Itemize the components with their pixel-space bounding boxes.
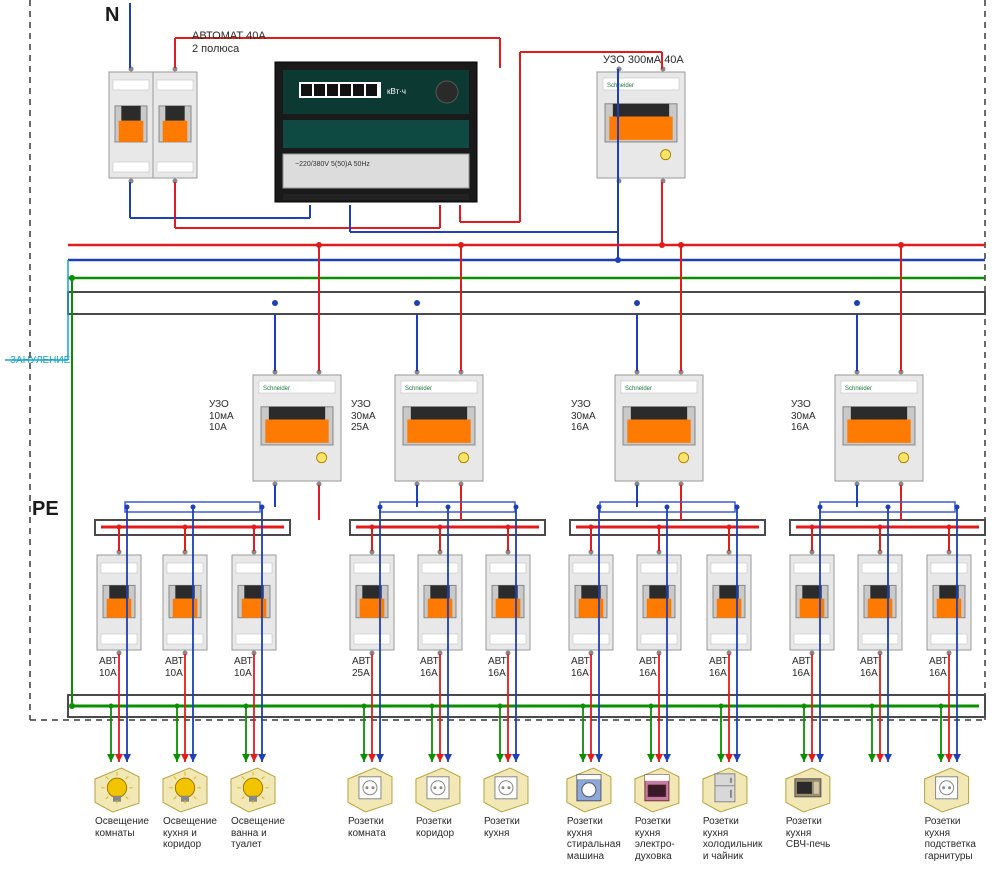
svg-text:~220/380V 5(50)A 50Hz: ~220/380V 5(50)A 50Hz <box>295 161 370 168</box>
label-zanulenie: ЗАНУЛЕНИЕ <box>10 355 70 367</box>
load-label-7: Розетки кухня электро- духовка <box>635 816 697 862</box>
breaker-label-6: АВТ 16А <box>571 656 590 679</box>
breaker-label-0: АВТ 10А <box>99 656 118 679</box>
load-label-5: Розетки кухня <box>484 816 546 839</box>
load-label-1: Освещение кухня и коридор <box>163 816 225 851</box>
load-label-4: Розетки коридор <box>416 816 478 839</box>
svg-text:Schneider: Schneider <box>263 386 290 392</box>
breaker-label-10: АВТ 16А <box>860 656 879 679</box>
load-label-3: Розетки комната <box>348 816 410 839</box>
rcd-label-0: УЗО 10мА 10А <box>209 399 234 434</box>
rcd-label-3: УЗО 30мА 16А <box>791 399 816 434</box>
load-label-0: Освещение комнаты <box>95 816 157 839</box>
load-label-2: Освещение ванна и туалет <box>231 816 293 851</box>
wiring-svg: кВт·ч ~220/380V 5(50)A 50Hz Schneider Schne… <box>0 0 1000 875</box>
svg-text:Schneider: Schneider <box>405 386 432 392</box>
breaker-label-9: АВТ 16А <box>792 656 811 679</box>
label-N: N <box>105 4 119 27</box>
svg-text:Schneider: Schneider <box>625 386 652 392</box>
load-label-8: Розетки кухня холодильник и чайник <box>703 816 765 862</box>
load-label-9: Розетки кухня СВЧ-печь <box>786 816 848 851</box>
rcd-label-1: УЗО 30мА 25А <box>351 399 376 434</box>
breaker-label-1: АВТ 10А <box>165 656 184 679</box>
rcd-label-2: УЗО 30мА 16А <box>571 399 596 434</box>
breaker-label-4: АВТ 16А <box>420 656 439 679</box>
breaker-label-7: АВТ 16А <box>639 656 658 679</box>
breaker-label-11: АВТ 16А <box>929 656 948 679</box>
breaker-label-8: АВТ 16А <box>709 656 728 679</box>
diagram-stage: кВт·ч ~220/380V 5(50)A 50Hz Schneider Schne… <box>0 0 1000 875</box>
label-PE: PE <box>32 498 59 521</box>
breaker-label-3: АВТ 25А <box>352 656 371 679</box>
svg-text:Schneider: Schneider <box>845 386 872 392</box>
label-main-rcd: УЗО 300мА 40А <box>603 54 684 67</box>
load-label-6: Розетки кухня стиральная машина <box>567 816 629 862</box>
svg-text:Schneider: Schneider <box>607 83 634 89</box>
breaker-label-2: АВТ 10А <box>234 656 253 679</box>
svg-text:кВт·ч: кВт·ч <box>387 87 406 96</box>
load-label-10: Розетки кухня подстветка гарнитуры <box>925 816 987 862</box>
breaker-label-5: АВТ 16А <box>488 656 507 679</box>
label-main-breaker: АВТОМАТ 40А 2 полюса <box>192 30 266 55</box>
